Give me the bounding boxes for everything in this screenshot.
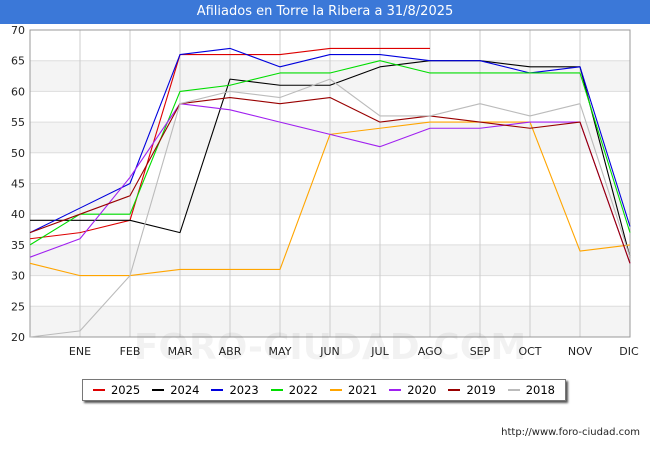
y-tick-label: 50 bbox=[11, 147, 25, 160]
legend-item: 2025 bbox=[92, 383, 141, 397]
x-tick-label: SEP bbox=[470, 345, 491, 358]
legend-label: 2022 bbox=[288, 383, 319, 397]
legend-swatch bbox=[211, 389, 224, 391]
y-tick-label: 55 bbox=[11, 116, 25, 129]
series-lines bbox=[29, 47, 631, 338]
x-tick-label: ABR bbox=[219, 345, 242, 358]
footer-url: http://www.foro-ciudad.com bbox=[501, 427, 640, 438]
legend-item: 2022 bbox=[270, 383, 319, 397]
x-tick-label: AGO bbox=[418, 345, 443, 358]
y-tick-label: 30 bbox=[11, 270, 25, 283]
y-tick-label: 65 bbox=[11, 55, 25, 68]
legend-item: 2019 bbox=[448, 383, 496, 397]
y-tick-label: 40 bbox=[11, 208, 25, 221]
y-tick-label: 70 bbox=[11, 24, 25, 37]
series-line-2019 bbox=[29, 96, 631, 264]
legend-swatch bbox=[270, 389, 283, 391]
y-tick-label: 20 bbox=[11, 331, 25, 344]
y-tick-label: 60 bbox=[11, 85, 25, 98]
series-line-2022 bbox=[29, 60, 631, 246]
x-tick-label: MAR bbox=[168, 345, 193, 358]
legend-label: 2024 bbox=[170, 383, 200, 397]
legend-item: 2021 bbox=[329, 383, 378, 397]
legend-swatch bbox=[329, 389, 342, 391]
y-tick-label: 35 bbox=[11, 239, 25, 252]
legend-label: 2019 bbox=[466, 383, 496, 397]
legend-label: 2018 bbox=[525, 383, 556, 397]
x-tick-label: NOV bbox=[568, 345, 593, 358]
legend-label: 2023 bbox=[229, 383, 259, 397]
plot-frame bbox=[29, 29, 631, 338]
x-tick-label: JUL bbox=[370, 345, 389, 358]
series-line-2018 bbox=[29, 78, 631, 338]
x-axis: ENE FEB MAR ABR MAY JUN JUL AGO SEP OCT NOV DIC bbox=[69, 345, 639, 358]
legend-label: 2025 bbox=[110, 383, 141, 397]
watermark-text: FORO-CIUDAD.COM bbox=[134, 327, 526, 368]
y-tick-label: 25 bbox=[11, 300, 25, 313]
legend-item: 2020 bbox=[389, 383, 437, 397]
legend: 2025 2024 2023 2022 2021 2020 2019 2018 bbox=[82, 379, 566, 401]
watermark: FORO-CIUDAD.COM bbox=[134, 327, 526, 368]
legend-swatch bbox=[92, 389, 105, 391]
x-tick-label: JUN bbox=[319, 345, 340, 358]
y-tick-label: 45 bbox=[11, 178, 25, 191]
series-line-2025 bbox=[29, 47, 430, 240]
x-tick-label: ENE bbox=[69, 345, 91, 358]
legend-label: 2020 bbox=[407, 383, 437, 397]
y-axis: 20 25 30 35 40 45 50 55 60 65 70 bbox=[11, 24, 25, 344]
legend-label: 2021 bbox=[347, 383, 378, 397]
legend-swatch bbox=[507, 389, 520, 391]
legend-swatch bbox=[389, 389, 402, 391]
series-line-2024 bbox=[30, 60, 631, 258]
legend-swatch bbox=[152, 389, 165, 391]
legend-item: 2024 bbox=[152, 383, 200, 397]
legend-swatch bbox=[448, 389, 461, 391]
line-chart: FORO-CIUDAD.COM 20 25 30 35 40 45 50 55 60 65 70 E… bbox=[11, 24, 639, 368]
chart-title: Afiliados en Torre la Ribera a 31/8/2025 bbox=[0, 0, 650, 24]
legend-item: 2023 bbox=[211, 383, 259, 397]
x-tick-label: DIC bbox=[619, 345, 639, 358]
x-tick-label: MAY bbox=[269, 345, 292, 358]
x-tick-label: OCT bbox=[518, 345, 541, 358]
series-line-2020 bbox=[29, 103, 631, 264]
legend-item: 2018 bbox=[507, 383, 556, 397]
x-tick-label: FEB bbox=[120, 345, 141, 358]
